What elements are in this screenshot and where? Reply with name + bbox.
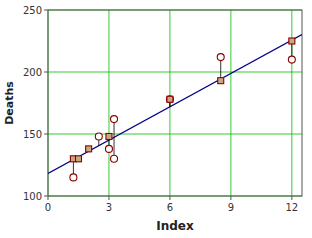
marks [48,35,302,181]
chart: 0 3 6 9 12 100 150 200 250 Index Deaths [0,0,312,238]
point-circle [111,116,118,123]
point-circle [111,155,118,162]
x-axis-label: Index [156,219,194,233]
tick [230,196,231,200]
plot-frame [48,10,302,196]
tick-label: 3 [106,202,112,213]
tick [169,196,170,200]
fit-line [48,35,302,174]
grid-line [48,72,302,73]
tick-label: 0 [45,202,51,213]
tick [44,196,48,197]
tick [108,196,109,200]
point-square [106,133,112,139]
point-square [218,78,224,84]
tick [44,134,48,135]
point-circle [217,54,224,61]
y-axis-label: Deaths [3,81,16,125]
point-square [75,156,81,162]
tick-label: 150 [23,129,42,140]
grid-line [48,134,302,135]
point-square [289,38,295,44]
tick [48,196,49,200]
tick [291,196,292,200]
point-circle [166,96,173,103]
tick-label: 9 [228,202,234,213]
grid-line [230,10,231,196]
tick-label: 100 [23,191,42,202]
point-circle [105,145,112,152]
point-circle [70,174,77,181]
point-square [86,146,92,152]
point-square [167,96,173,102]
point-circle [288,56,295,63]
tick-label: 200 [23,67,42,78]
tick [44,10,48,11]
axes: 0 3 6 9 12 100 150 200 250 [23,5,302,214]
tick-label: 6 [167,202,173,213]
grid [48,10,302,196]
tick-label: 12 [285,202,298,213]
tick [44,72,48,73]
tick-label: 250 [23,5,42,16]
grid-line [108,10,109,196]
point-circle [95,133,102,140]
